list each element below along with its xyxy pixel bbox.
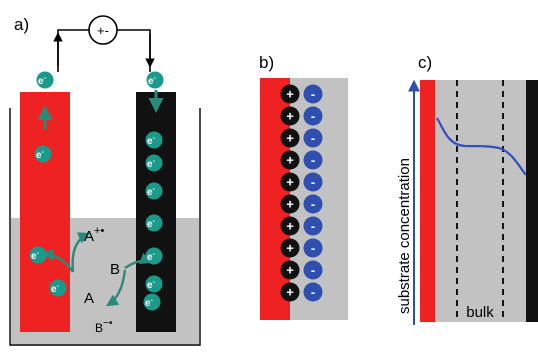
positive-charge-icon: + bbox=[280, 172, 300, 192]
species-b-reduced: B−• bbox=[95, 318, 113, 335]
concentration-electrode bbox=[420, 80, 435, 322]
svg-text:+: + bbox=[286, 109, 294, 124]
electron-icon: e- bbox=[143, 293, 161, 311]
negative-charge-icon: - bbox=[303, 260, 323, 280]
negative-charge-icon: - bbox=[303, 150, 323, 170]
svg-text:-: - bbox=[311, 131, 315, 146]
oxidation-product-arrow bbox=[71, 232, 91, 273]
electron-icon: e- bbox=[145, 131, 163, 149]
species-a: A bbox=[84, 290, 94, 307]
negative-charge-icon: - bbox=[303, 216, 323, 236]
electron-label: e- bbox=[145, 297, 154, 309]
svg-text:+: + bbox=[286, 285, 294, 300]
electron-label: e- bbox=[148, 75, 157, 87]
electron-label: e- bbox=[31, 250, 40, 262]
electron-label: e- bbox=[51, 283, 60, 295]
electron-label: e- bbox=[147, 251, 156, 263]
bulk-label: bulk bbox=[466, 304, 494, 321]
electron-icon: e- bbox=[29, 246, 47, 264]
panel-a-label: a) bbox=[14, 15, 29, 34]
negative-charge-icon: - bbox=[303, 238, 323, 258]
electron-icon: e- bbox=[36, 71, 54, 89]
positive-charge-icon: + bbox=[280, 282, 300, 302]
oxidation-arrow bbox=[41, 248, 75, 273]
voltage-source-symbol: +- bbox=[97, 23, 109, 38]
positive-charge-icon: + bbox=[280, 84, 300, 104]
species-b: B bbox=[110, 261, 120, 278]
y-axis-label: substrate concentration bbox=[396, 158, 413, 314]
svg-text:-: - bbox=[311, 263, 315, 278]
svg-text:+: + bbox=[286, 263, 294, 278]
electron-label: e- bbox=[147, 158, 156, 170]
concentration-counter-electrode bbox=[526, 80, 538, 322]
svg-text:+: + bbox=[286, 241, 294, 256]
electron-label: e- bbox=[147, 218, 156, 230]
panel-b-label: b) bbox=[259, 53, 274, 72]
svg-text:+: + bbox=[286, 153, 294, 168]
panel-a: a) +- A+• A B B−• e-e-e-e-e-e-e-e-e-e-e-… bbox=[9, 15, 201, 346]
positive-charge-icon: + bbox=[280, 150, 300, 170]
negative-charge-icon: - bbox=[303, 172, 323, 192]
electron-label: e- bbox=[147, 279, 156, 291]
panel-c: c) substrate concentration bulk bbox=[396, 53, 538, 325]
svg-text:-: - bbox=[311, 219, 315, 234]
concentration-background bbox=[430, 80, 538, 322]
positive-charge-icon: + bbox=[280, 106, 300, 126]
negative-charge-icon: - bbox=[303, 128, 323, 148]
svg-text:+: + bbox=[286, 131, 294, 146]
negative-charge-icon: - bbox=[303, 282, 323, 302]
voltage-source-icon bbox=[88, 15, 118, 45]
svg-text:-: - bbox=[311, 197, 315, 212]
electron-icon: e- bbox=[145, 247, 163, 265]
electron-label: e- bbox=[147, 186, 156, 198]
electron-icon: e- bbox=[146, 71, 164, 89]
svg-text:+: + bbox=[286, 197, 294, 212]
reduction-product-arrow bbox=[105, 269, 127, 307]
panel-b: b) + - + - + - + - + - + - + - + - + - + - bbox=[259, 53, 348, 320]
negative-charge-icon: - bbox=[303, 106, 323, 126]
beaker-outline bbox=[9, 108, 201, 346]
electron-label: e- bbox=[38, 75, 47, 87]
electron-icon: e- bbox=[145, 275, 163, 293]
svg-text:-: - bbox=[311, 241, 315, 256]
negative-charge-icon: - bbox=[303, 84, 323, 104]
electrons: e-e-e-e-e-e-e-e-e-e-e-e- bbox=[29, 71, 164, 311]
negative-charge-icon: - bbox=[303, 194, 323, 214]
double-layer-charges: + - + - + - + - + - + - + - + - + - + - bbox=[280, 84, 323, 302]
positive-charge-icon: + bbox=[280, 128, 300, 148]
species-a-oxidized: A+• bbox=[84, 225, 104, 245]
positive-charge-icon: + bbox=[280, 216, 300, 236]
positive-charge-icon: + bbox=[280, 238, 300, 258]
electron-icon: e- bbox=[49, 279, 67, 297]
svg-text:-: - bbox=[311, 109, 315, 124]
electron-icon: e- bbox=[145, 154, 163, 172]
electron-icon: e- bbox=[145, 182, 163, 200]
positive-charge-icon: + bbox=[280, 194, 300, 214]
concentration-curve bbox=[436, 117, 527, 176]
svg-text:-: - bbox=[311, 153, 315, 168]
svg-text:-: - bbox=[311, 175, 315, 190]
svg-text:+: + bbox=[286, 219, 294, 234]
svg-text:-: - bbox=[311, 87, 315, 102]
electron-label: e- bbox=[147, 135, 156, 147]
svg-text:-: - bbox=[311, 285, 315, 300]
positive-charge-icon: + bbox=[280, 260, 300, 280]
svg-text:+: + bbox=[286, 175, 294, 190]
electron-icon: e- bbox=[145, 214, 163, 232]
svg-text:+: + bbox=[286, 87, 294, 102]
electron-label: e- bbox=[36, 149, 45, 161]
electron-icon: e- bbox=[34, 145, 52, 163]
panel-c-label: c) bbox=[418, 53, 432, 72]
